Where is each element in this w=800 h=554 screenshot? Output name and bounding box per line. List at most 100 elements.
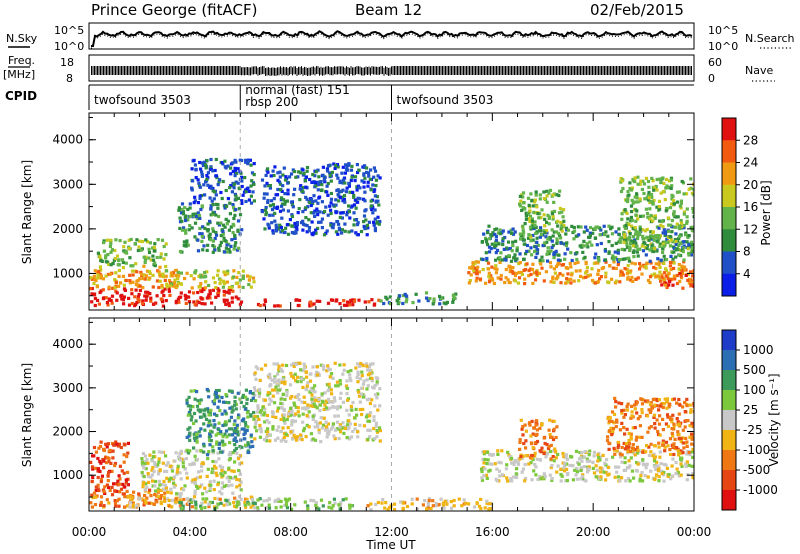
heatmap-cell xyxy=(525,262,529,266)
heatmap-cell xyxy=(321,504,325,508)
heatmap-cell xyxy=(501,237,505,241)
heatmap-cell xyxy=(657,479,661,483)
heatmap-cell xyxy=(219,432,223,436)
heatmap-cell xyxy=(344,190,348,194)
heatmap-cell xyxy=(306,381,310,385)
heatmap-cell xyxy=(140,470,144,475)
heatmap-cell xyxy=(313,398,317,402)
freq-band-tick xyxy=(152,66,154,75)
heatmap-cell xyxy=(645,462,649,466)
heatmap-cell xyxy=(192,291,196,295)
heatmap-cell xyxy=(210,500,214,505)
freq-band-tick xyxy=(401,66,403,75)
freq-band-tick xyxy=(467,66,469,75)
heatmap-cell xyxy=(156,238,160,242)
heatmap-cell xyxy=(650,200,655,204)
heatmap-cell xyxy=(90,479,94,483)
heatmap-cell xyxy=(678,403,682,407)
heatmap-cell xyxy=(371,211,375,215)
heatmap-cell xyxy=(363,209,367,213)
heatmap-cell xyxy=(208,219,212,223)
heatmap-cell xyxy=(669,223,673,227)
heatmap-cell xyxy=(165,476,169,480)
heatmap-cell xyxy=(269,174,273,178)
heatmap-cell xyxy=(285,506,290,510)
heatmap-cell xyxy=(200,232,204,236)
heatmap-cell xyxy=(662,462,666,467)
heatmap-cell xyxy=(631,244,635,248)
heatmap-cell xyxy=(306,406,310,410)
heatmap-cell xyxy=(356,362,360,366)
heatmap-cell xyxy=(222,289,226,293)
heatmap-cell xyxy=(279,367,283,371)
heatmap-cell xyxy=(210,430,214,434)
heatmap-cell xyxy=(110,294,115,298)
heatmap-cell xyxy=(281,184,285,188)
heatmap-cell xyxy=(639,473,643,477)
heatmap-cell xyxy=(233,460,237,464)
heatmap-cell xyxy=(246,159,250,163)
heatmap-cell xyxy=(641,479,645,483)
heatmap-cell xyxy=(324,420,328,424)
heatmap-cell xyxy=(549,249,553,253)
heatmap-cell xyxy=(494,271,498,275)
heatmap-cell xyxy=(537,271,542,275)
heatmap-cell xyxy=(598,233,602,237)
heatmap-cell xyxy=(237,207,241,211)
heatmap-cell xyxy=(338,382,343,386)
heatmap-cell xyxy=(313,438,318,442)
heatmap-cell xyxy=(206,183,210,187)
heatmap-cell xyxy=(366,428,370,432)
heatmap-cell xyxy=(616,262,620,267)
heatmap-cell xyxy=(613,396,617,400)
heatmap-cell xyxy=(244,388,248,392)
heatmap-cell xyxy=(234,429,238,433)
heatmap-cell xyxy=(152,450,156,454)
heatmap-cell xyxy=(692,410,694,414)
heatmap-cell xyxy=(224,393,228,397)
heatmap-cell xyxy=(342,194,347,198)
heatmap-cell xyxy=(203,506,207,510)
heatmap-cell xyxy=(449,500,453,504)
heatmap-cell xyxy=(660,283,664,287)
heatmap-cell xyxy=(635,469,639,473)
heatmap-cell xyxy=(344,384,349,388)
heatmap-cell xyxy=(338,196,342,200)
nsearch-label: N.Search xyxy=(745,32,795,45)
heatmap-cell xyxy=(562,466,566,470)
heatmap-cell xyxy=(442,506,446,510)
heatmap-cell xyxy=(174,299,178,303)
heatmap-cell xyxy=(326,301,331,305)
heatmap-cell xyxy=(158,265,162,269)
heatmap-cell xyxy=(303,179,307,183)
heatmap-cell xyxy=(691,447,694,451)
heatmap-cell xyxy=(280,380,284,384)
heatmap-cell xyxy=(539,226,543,230)
heatmap-cell xyxy=(487,245,492,249)
heatmap-cell xyxy=(290,214,294,219)
heatmap-cell xyxy=(214,460,218,464)
heatmap-cell xyxy=(265,419,269,423)
heatmap-cell xyxy=(310,397,314,401)
heatmap-cell xyxy=(612,260,616,264)
heatmap-cell xyxy=(612,412,617,416)
freq-band-tick xyxy=(494,66,496,75)
heatmap-cell xyxy=(223,442,227,446)
heatmap-cell xyxy=(532,226,536,231)
freq-band-tick xyxy=(227,66,229,75)
heatmap-cell xyxy=(241,285,245,289)
heatmap-cell xyxy=(329,201,333,205)
heatmap-cell xyxy=(315,506,319,510)
heatmap-cell xyxy=(270,378,274,382)
heatmap-cell xyxy=(326,169,330,173)
heatmap-cell xyxy=(232,186,236,190)
heatmap-cell xyxy=(122,471,126,475)
heatmap-cell xyxy=(644,264,648,269)
heatmap-cell xyxy=(661,189,665,194)
heatmap-cell xyxy=(564,232,568,236)
heatmap-cell xyxy=(650,249,655,253)
heatmap-cell xyxy=(158,483,162,487)
heatmap-cell xyxy=(688,403,692,407)
heatmap-cell xyxy=(569,277,573,281)
